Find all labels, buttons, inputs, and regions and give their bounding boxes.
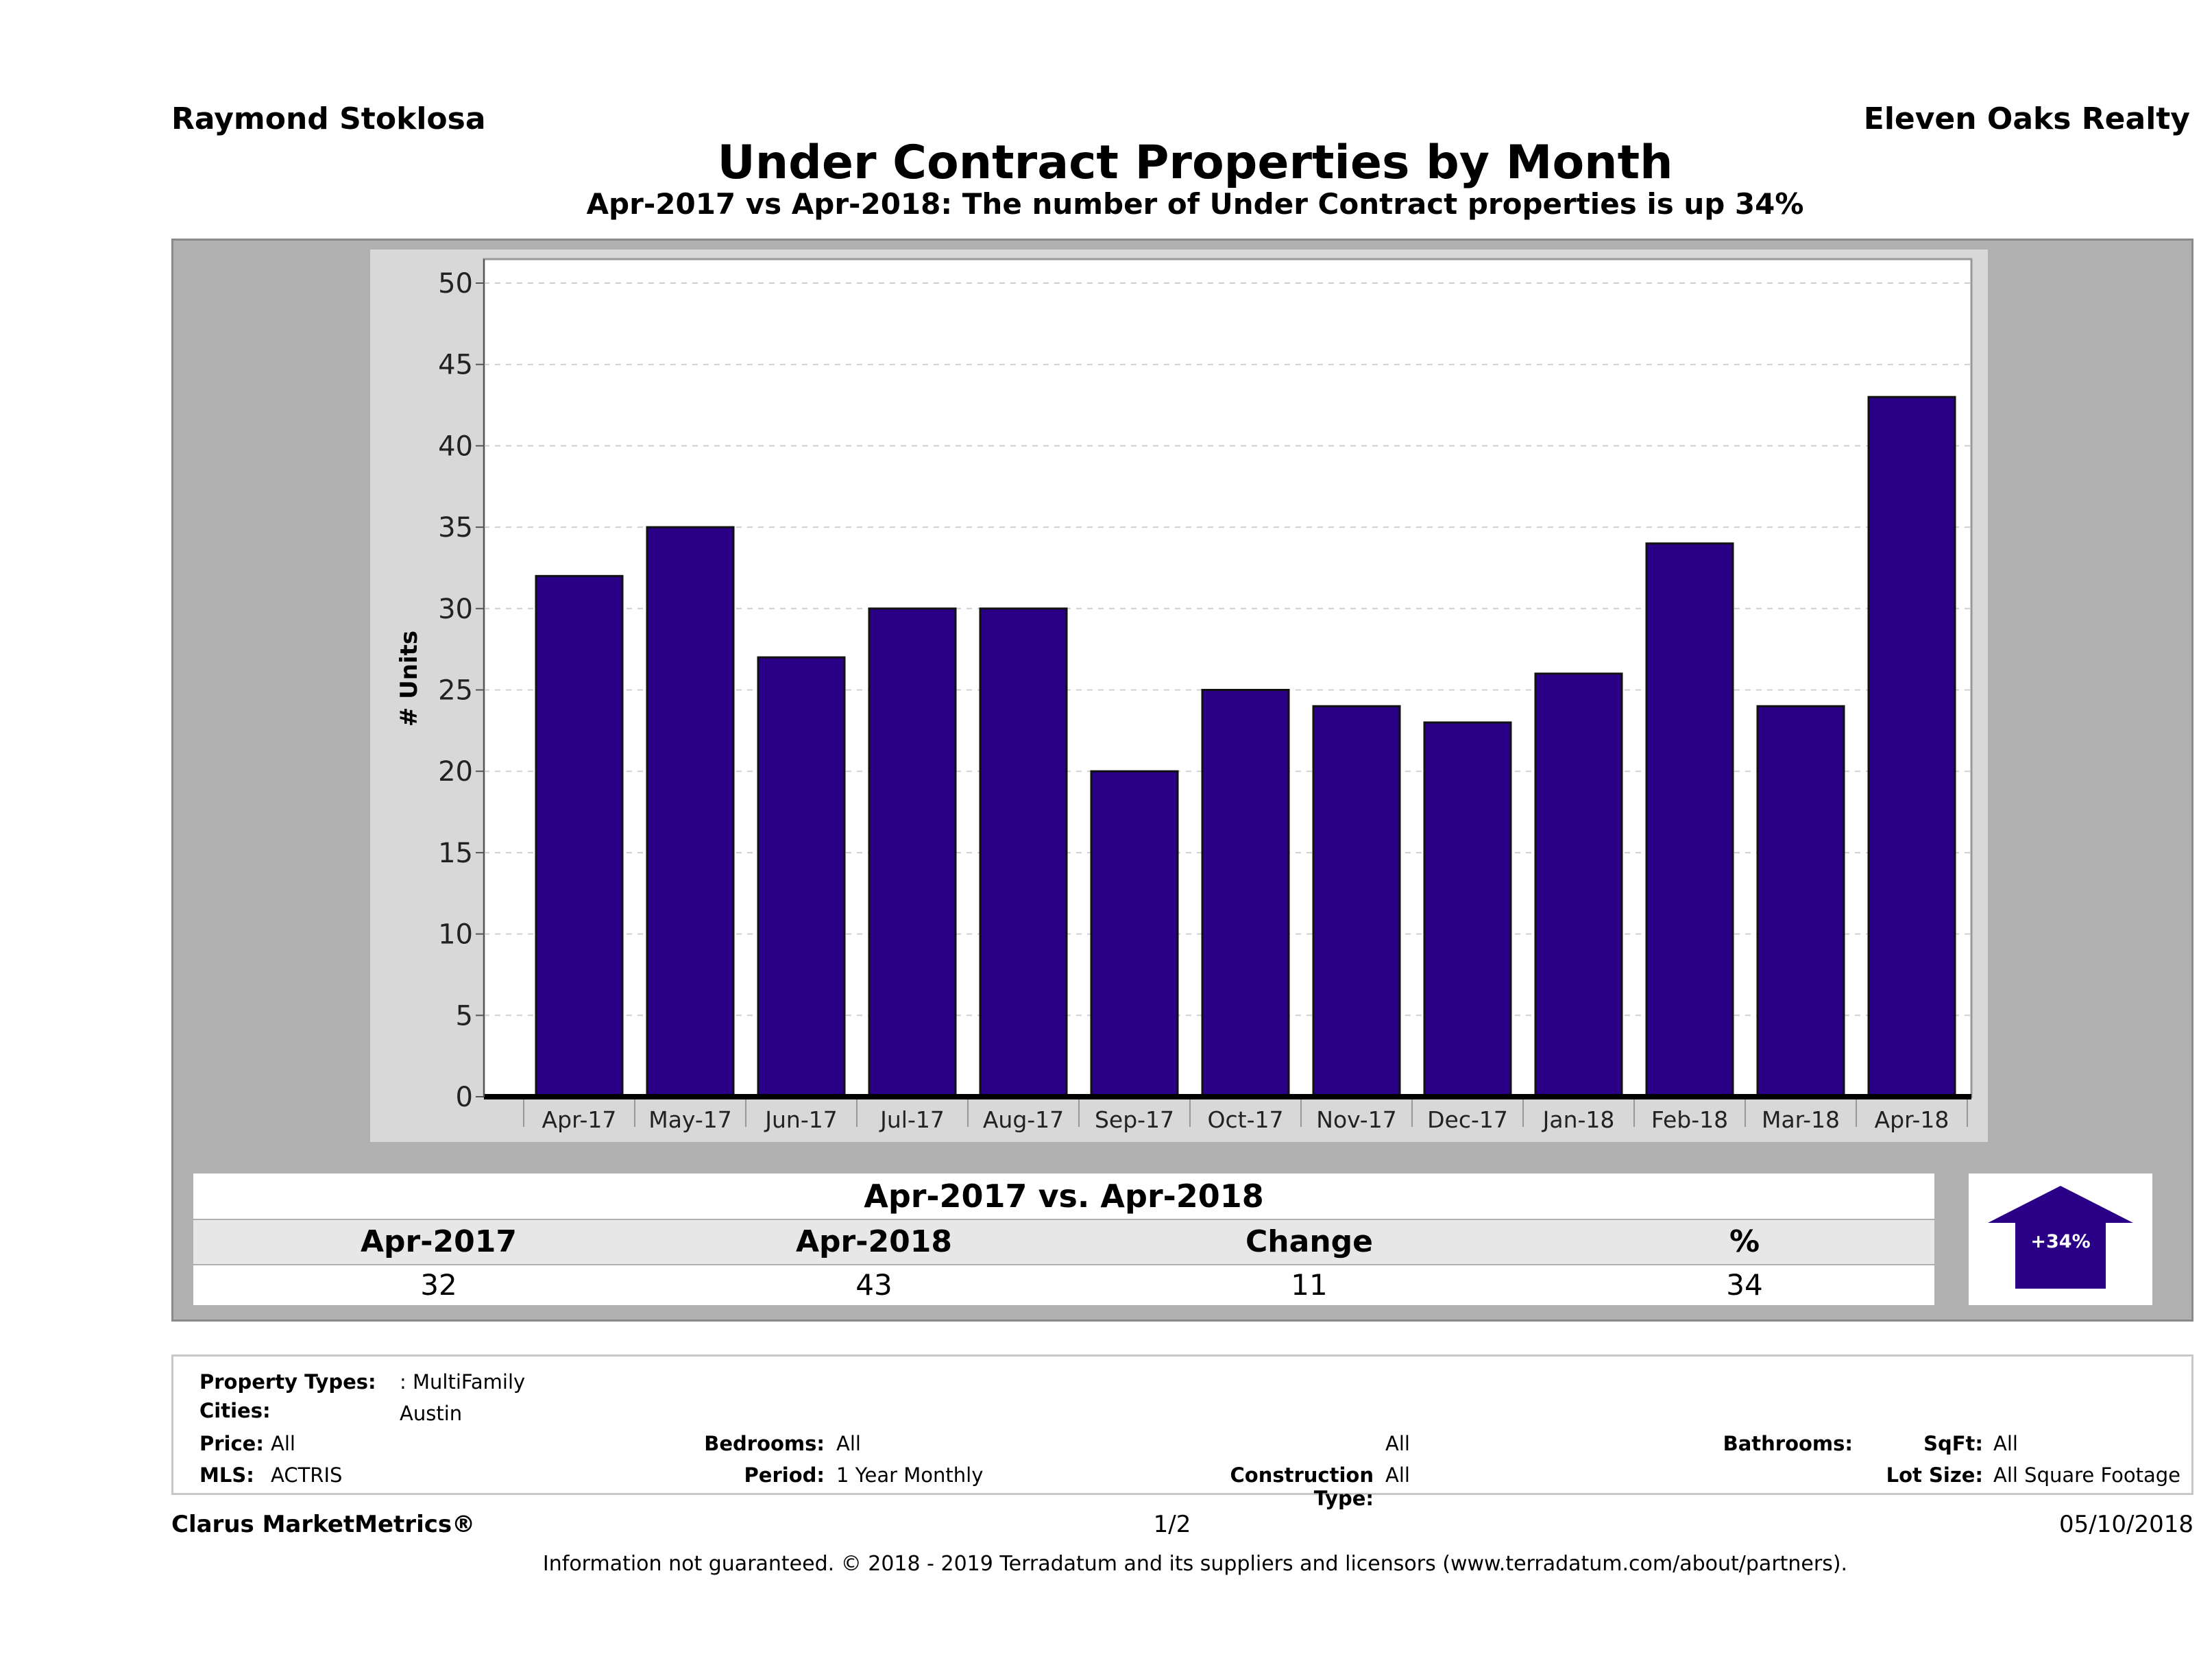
y-axis-label: # Units: [396, 631, 423, 727]
bar: [646, 526, 735, 1098]
up-arrow-icon: [1988, 1186, 2133, 1289]
y-tick-label: 0: [456, 1082, 473, 1113]
price-value: All: [271, 1432, 295, 1455]
bedrooms-label: Bedrooms:: [704, 1432, 825, 1455]
x-tick-label: Oct-17: [1208, 1106, 1284, 1133]
price-label: Price:: [199, 1432, 264, 1455]
disclaimer: Information not guaranteed. © 2018 - 201…: [542, 1552, 1848, 1576]
company-name: Eleven Oaks Realty: [1863, 101, 2190, 136]
report-subtitle: Apr-2017 vs Apr-2018: The number of Unde…: [586, 187, 1804, 221]
lot-size-value: All Square Footage: [1993, 1463, 2181, 1487]
sqft-label: SqFt:: [1923, 1432, 1983, 1455]
bar: [1423, 721, 1512, 1098]
x-tick-label: Mar-18: [1762, 1106, 1840, 1133]
period-value: 1 Year Monthly: [836, 1463, 984, 1487]
report-title: Under Contract Properties by Month: [717, 136, 1673, 190]
summary-value-row: 32 43 11 34: [193, 1265, 1934, 1305]
property-types-value: : MultiFamily: [400, 1370, 526, 1394]
filters-panel: Property Types: : MultiFamily Cities: Au…: [171, 1354, 2193, 1510]
x-tick-label: Nov-17: [1316, 1106, 1396, 1133]
bathrooms-value: All: [1385, 1432, 1410, 1455]
y-tick-label: 30: [438, 594, 473, 625]
summary-value-percent: 34: [1726, 1268, 1763, 1302]
bar: [1312, 705, 1401, 1098]
change-arrow-box: +34%: [1969, 1174, 2152, 1305]
summary-value-apr-2018: 43: [855, 1268, 892, 1302]
bar: [979, 607, 1068, 1098]
x-tick-label: Jul-17: [879, 1106, 945, 1133]
y-tick-label: 10: [438, 919, 473, 951]
footer-brand: Clarus MarketMetrics®: [171, 1511, 476, 1538]
summary-label-row: Apr-2017 Apr-2018 Change %: [193, 1220, 1934, 1264]
report-date: 05/10/2018: [2059, 1511, 2193, 1538]
summary-value-change: 11: [1291, 1268, 1328, 1302]
mls-value: ACTRIS: [271, 1463, 343, 1487]
construction-type-label: Construction Type:: [1230, 1463, 1374, 1510]
bathrooms-label: Bathrooms:: [1723, 1432, 1853, 1455]
bar: [1756, 705, 1845, 1098]
y-tick-label: 50: [438, 268, 473, 300]
page-number: 1/2: [1153, 1511, 1191, 1538]
y-tick-label: 40: [438, 430, 473, 462]
property-types-label: Property Types:: [199, 1370, 376, 1394]
x-tick-label: Apr-17: [542, 1106, 617, 1133]
x-tick-label: Apr-18: [1875, 1106, 1949, 1133]
y-tick-label: 20: [438, 756, 473, 788]
bar: [1201, 689, 1290, 1098]
x-tick-label: Jan-18: [1542, 1106, 1615, 1133]
bedrooms-value: All: [836, 1432, 861, 1455]
bar: [1090, 770, 1179, 1098]
cities-value: Austin: [400, 1402, 463, 1425]
x-tick-label: May-17: [648, 1106, 732, 1133]
x-tick-label: Dec-17: [1427, 1106, 1508, 1133]
x-tick-label: Aug-17: [983, 1106, 1064, 1133]
mls-label: MLS:: [199, 1463, 254, 1487]
cities-label: Cities:: [199, 1399, 271, 1422]
y-tick-label: 15: [438, 838, 473, 869]
summary-label-apr-2017: Apr-2017: [361, 1224, 517, 1259]
summary-value-apr-2017: 32: [420, 1268, 457, 1302]
summary-label-percent: %: [1729, 1224, 1760, 1259]
y-tick-label: 25: [438, 675, 473, 707]
axes: 0 5 10 15 20 25 30 35 40 45 50 Apr-17 May-17 Jun-17 Ju…: [438, 259, 1971, 1133]
bar: [1534, 672, 1623, 1098]
summary-label-apr-2018: Apr-2018: [796, 1224, 952, 1259]
agent-name: Raymond Stoklosa: [171, 101, 486, 136]
bar: [1867, 396, 1956, 1098]
bar: [1645, 542, 1734, 1098]
y-tick-label: 45: [438, 350, 473, 381]
bar: [535, 574, 624, 1098]
sqft-value: All: [1993, 1432, 2018, 1455]
construction-type-value: All: [1385, 1463, 1410, 1487]
y-tick-label: 5: [456, 1000, 473, 1032]
summary-heading: Apr-2017 vs. Apr-2018: [193, 1174, 1934, 1219]
change-percent-label: +34%: [2030, 1231, 2090, 1252]
x-tick-label: Feb-18: [1651, 1106, 1728, 1133]
lot-size-label: Lot Size:: [1886, 1463, 1983, 1487]
y-tick-label: 35: [438, 512, 473, 544]
bar-chart: 0 5 10 15 20 25 30 35 40 45 50 Apr-17 May-17 Jun-17 Ju…: [396, 258, 1973, 1133]
summary-label-change: Change: [1245, 1224, 1373, 1259]
bar: [757, 656, 846, 1098]
x-tick-label: Sep-17: [1095, 1106, 1174, 1133]
period-label: Period:: [744, 1463, 825, 1487]
x-tick-label: Jun-17: [764, 1106, 837, 1133]
bar: [868, 607, 957, 1098]
